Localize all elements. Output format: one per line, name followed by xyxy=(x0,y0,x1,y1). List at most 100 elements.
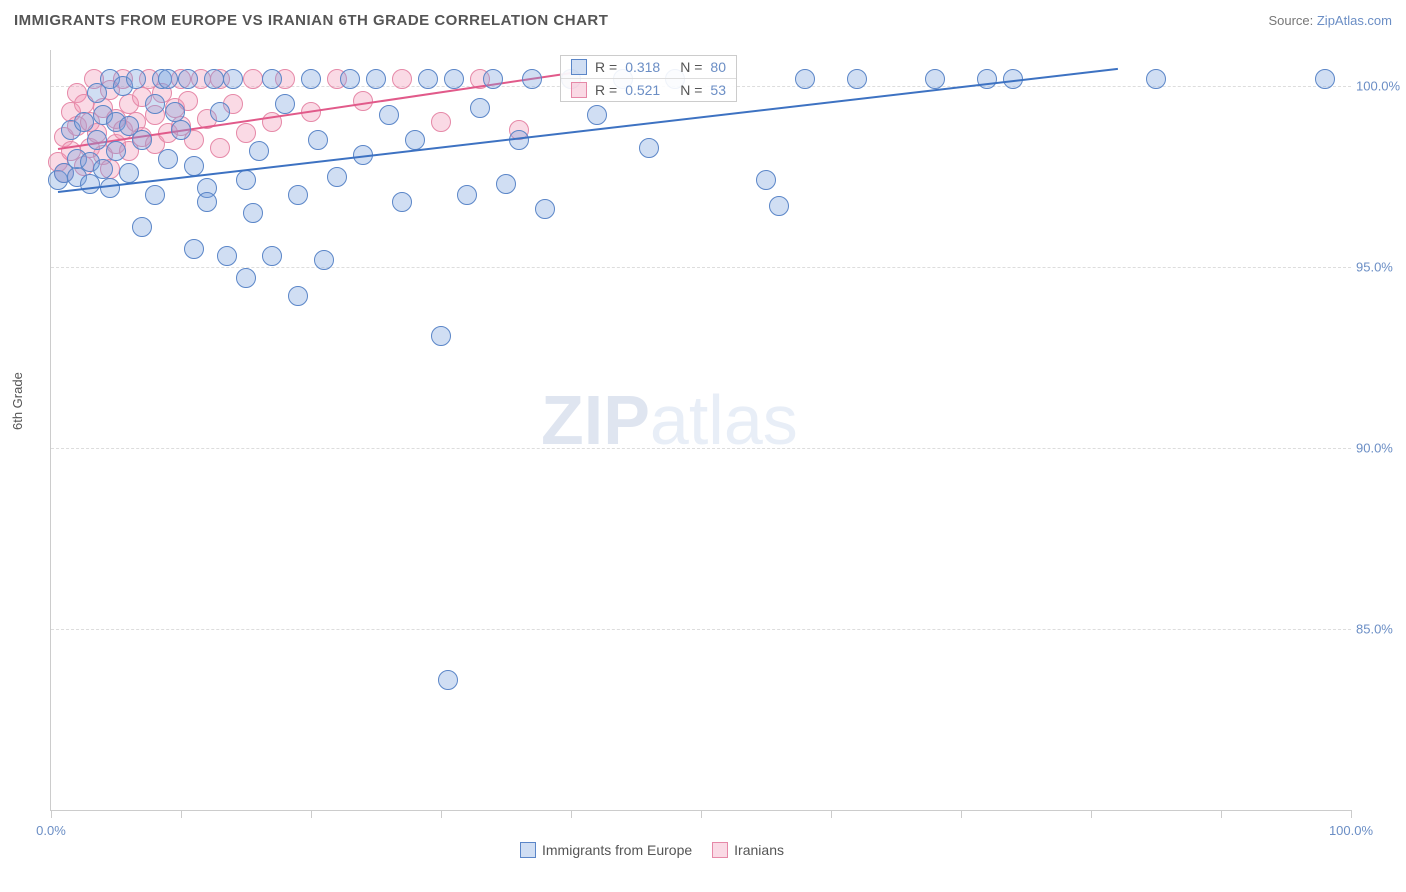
data-point xyxy=(145,94,165,114)
data-point xyxy=(106,141,126,161)
data-point xyxy=(405,130,425,150)
legend-n-label: N = xyxy=(680,82,702,98)
data-point xyxy=(925,69,945,89)
legend-n-label: N = xyxy=(680,59,702,75)
gridline xyxy=(51,629,1351,630)
data-point xyxy=(444,69,464,89)
data-point xyxy=(288,185,308,205)
legend-swatch xyxy=(520,842,536,858)
data-point xyxy=(847,69,867,89)
x-tick xyxy=(51,810,52,818)
data-point xyxy=(132,217,152,237)
data-point xyxy=(535,199,555,219)
source-link[interactable]: ZipAtlas.com xyxy=(1317,13,1392,28)
data-point xyxy=(366,69,386,89)
x-tick xyxy=(701,810,702,818)
y-axis-label: 6th Grade xyxy=(10,372,25,430)
legend-n-value: 80 xyxy=(710,59,726,75)
data-point xyxy=(457,185,477,205)
data-point xyxy=(314,250,334,270)
x-tick xyxy=(571,810,572,818)
data-point xyxy=(509,130,529,150)
data-point xyxy=(184,156,204,176)
y-tick-label: 85.0% xyxy=(1356,622,1406,637)
x-tick xyxy=(831,810,832,818)
data-point xyxy=(126,69,146,89)
data-point xyxy=(327,167,347,187)
data-point xyxy=(158,149,178,169)
data-point xyxy=(639,138,659,158)
data-point xyxy=(769,196,789,216)
data-point xyxy=(308,130,328,150)
data-point xyxy=(236,268,256,288)
data-point xyxy=(340,69,360,89)
x-tick xyxy=(1091,810,1092,818)
y-tick-label: 90.0% xyxy=(1356,441,1406,456)
legend-row: R = 0.318 N = 80 xyxy=(561,56,736,79)
data-point xyxy=(243,69,263,89)
data-point xyxy=(217,246,237,266)
legend-item: Iranians xyxy=(712,842,784,858)
data-point xyxy=(197,192,217,212)
legend-r-label: R = xyxy=(595,59,617,75)
data-point xyxy=(262,69,282,89)
series-legend: Immigrants from Europe Iranians xyxy=(520,842,784,858)
data-point xyxy=(87,130,107,150)
data-point xyxy=(392,192,412,212)
data-point xyxy=(288,286,308,306)
data-point xyxy=(431,326,451,346)
legend-item: Immigrants from Europe xyxy=(520,842,692,858)
x-tick-label: 100.0% xyxy=(1329,823,1373,838)
legend-label: Immigrants from Europe xyxy=(542,842,692,858)
data-point xyxy=(483,69,503,89)
data-point xyxy=(93,159,113,179)
data-point xyxy=(977,69,997,89)
x-tick xyxy=(311,810,312,818)
data-point xyxy=(496,174,516,194)
legend-swatch xyxy=(571,59,587,75)
data-point xyxy=(756,170,776,190)
data-point xyxy=(438,670,458,690)
legend-r-label: R = xyxy=(595,82,617,98)
data-point xyxy=(522,69,542,89)
data-point xyxy=(171,120,191,140)
x-tick xyxy=(181,810,182,818)
x-tick xyxy=(1351,810,1352,818)
data-point xyxy=(249,141,269,161)
data-point xyxy=(1315,69,1335,89)
y-tick-label: 100.0% xyxy=(1356,79,1406,94)
data-point xyxy=(132,130,152,150)
data-point xyxy=(301,69,321,89)
data-point xyxy=(158,69,178,89)
legend-r-value: 0.521 xyxy=(625,82,660,98)
x-tick-label: 0.0% xyxy=(36,823,66,838)
data-point xyxy=(1146,69,1166,89)
data-point xyxy=(379,105,399,125)
legend-label: Iranians xyxy=(734,842,784,858)
data-point xyxy=(165,102,185,122)
data-point xyxy=(795,69,815,89)
data-point xyxy=(470,98,490,118)
data-point xyxy=(119,163,139,183)
legend-r-value: 0.318 xyxy=(625,59,660,75)
data-point xyxy=(145,185,165,205)
data-point xyxy=(184,239,204,259)
data-point xyxy=(74,112,94,132)
data-point xyxy=(353,91,373,111)
chart-title: IMMIGRANTS FROM EUROPE VS IRANIAN 6TH GR… xyxy=(14,12,608,29)
legend-swatch xyxy=(571,82,587,98)
data-point xyxy=(178,69,198,89)
data-point xyxy=(204,69,224,89)
data-point xyxy=(243,203,263,223)
legend-swatch xyxy=(712,842,728,858)
data-point xyxy=(210,138,230,158)
x-tick xyxy=(441,810,442,818)
legend-row: R = 0.521N = 53 xyxy=(561,79,736,101)
data-point xyxy=(431,112,451,132)
data-point xyxy=(262,246,282,266)
x-tick xyxy=(961,810,962,818)
data-point xyxy=(275,94,295,114)
x-tick xyxy=(1221,810,1222,818)
data-point xyxy=(392,69,412,89)
data-point xyxy=(587,105,607,125)
